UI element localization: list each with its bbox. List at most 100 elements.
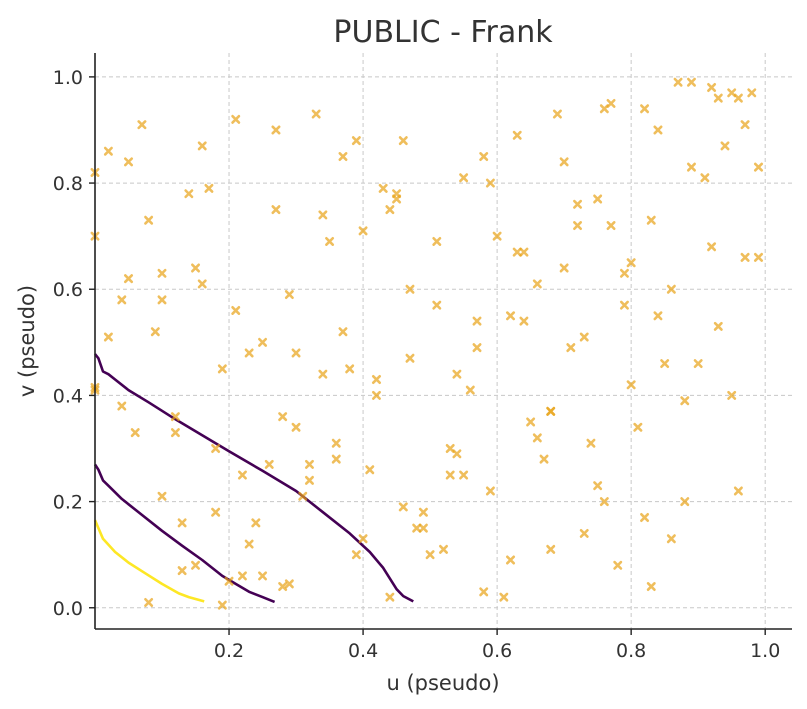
scatter-point (224, 576, 234, 586)
scatter-point (472, 343, 482, 353)
scatter-point (244, 348, 254, 358)
scatter-point (184, 189, 194, 199)
scatter-point (405, 284, 415, 294)
scatter-point (599, 104, 609, 114)
scatter-point (231, 114, 241, 124)
scatter-point (311, 109, 321, 119)
x-axis-label: u (pseudo) (386, 671, 499, 695)
scatter-point (492, 231, 502, 241)
contour-lines (93, 353, 414, 604)
scatter-point (170, 428, 180, 438)
scatter-point (713, 93, 723, 103)
scatter-point (445, 470, 455, 480)
scatter-point (251, 518, 261, 528)
contour-line (93, 463, 276, 604)
scatter-point (586, 438, 596, 448)
x-tick-label: 0.8 (616, 640, 646, 662)
scatter-point (472, 316, 482, 326)
chart-title: PUBLIC - Frank (333, 15, 553, 50)
scatter-point (271, 205, 281, 215)
scatter-point (479, 152, 489, 162)
scatter-point (371, 374, 381, 384)
scatter-point (432, 236, 442, 246)
scatter-point (258, 337, 268, 347)
scatter-point (304, 475, 314, 485)
scatter-point (284, 579, 294, 589)
scatter-point (358, 226, 368, 236)
scatter-point (291, 422, 301, 432)
scatter-point (452, 369, 462, 379)
scatter-point (700, 173, 710, 183)
scatter-point (144, 597, 154, 607)
scatter-point (197, 279, 207, 289)
scatter-point (418, 523, 428, 533)
scatter-point (646, 215, 656, 225)
scatter-point (532, 279, 542, 289)
scatter-point (646, 582, 656, 592)
scatter-point (479, 587, 489, 597)
scatter-point (459, 173, 469, 183)
scatter-point (378, 183, 388, 193)
scatter-point (264, 459, 274, 469)
scatter-point (338, 152, 348, 162)
scatter-point (425, 550, 435, 560)
scatter-point (599, 497, 609, 507)
scatter-point (124, 274, 134, 284)
scatter-point (338, 327, 348, 337)
scatter-point (398, 136, 408, 146)
scatter-point (552, 109, 562, 119)
scatter-point (465, 385, 475, 395)
scatter-point (117, 401, 127, 411)
scatter-point (103, 146, 113, 156)
scatter-point (278, 582, 288, 592)
scatter-point (546, 544, 556, 554)
scatter-point (371, 390, 381, 400)
y-tick-label: 0.8 (53, 173, 83, 195)
scatter-point (217, 364, 227, 374)
x-tick-label: 0.6 (482, 640, 512, 662)
scatter-point (177, 518, 187, 528)
scatter-point (506, 311, 516, 321)
scatter-point (325, 236, 335, 246)
scatter-point (418, 507, 428, 517)
scatter-point (412, 523, 422, 533)
scatter-point (291, 348, 301, 358)
scatter-point (673, 77, 683, 87)
scatter-point (680, 396, 690, 406)
scatter-point (653, 311, 663, 321)
x-ticks: 0.2 0.4 0.6 0.8 1.0 (214, 629, 780, 662)
scatter-point (633, 422, 643, 432)
scatter-point (365, 465, 375, 475)
scatter-point (660, 359, 670, 369)
scatter-point (559, 263, 569, 273)
scatter-point (733, 486, 743, 496)
scatter-point (130, 428, 140, 438)
scatter-point (278, 412, 288, 422)
scatter-point (439, 544, 448, 554)
contour-line (93, 353, 414, 603)
y-tick-label: 0.4 (53, 385, 83, 407)
scatter-point (392, 194, 402, 204)
scatter-point (626, 258, 636, 268)
scatter-point (304, 459, 314, 469)
scatter-point (559, 157, 569, 167)
scatter-point (546, 406, 556, 416)
scatter-point (619, 300, 629, 310)
scatter-point (753, 252, 763, 262)
scatter-point (512, 247, 522, 257)
scatter-point (452, 449, 462, 459)
scatter-point (640, 104, 650, 114)
y-tick-label: 1.0 (53, 67, 83, 89)
scatter-point (197, 141, 207, 151)
scatter-point (713, 321, 723, 331)
scatter-point (506, 555, 516, 565)
scatter-point (566, 343, 576, 353)
scatter-point (733, 93, 743, 103)
x-tick-label: 0.4 (348, 640, 378, 662)
scatter-point (686, 77, 696, 87)
scatter-point (579, 332, 589, 342)
scatter-point (150, 327, 160, 337)
y-axis-label: v (pseudo) (15, 285, 39, 397)
scatter-point (707, 83, 717, 93)
